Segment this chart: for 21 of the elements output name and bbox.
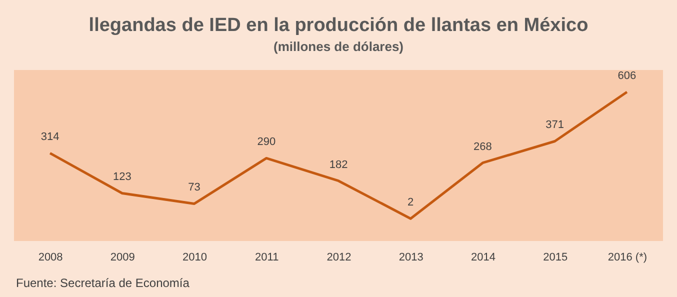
x-tick-label: 2014 — [470, 252, 496, 264]
data-label: 268 — [474, 140, 492, 153]
x-tick-label: 2011 — [255, 252, 279, 264]
chart-subtitle: (millones de dólares) — [273, 39, 404, 54]
x-tick-label: 2009 — [110, 252, 135, 264]
x-tick-label: 2016 (*) — [608, 252, 648, 264]
data-label: 606 — [618, 70, 636, 82]
x-tick-label: 2015 — [543, 252, 568, 264]
x-tick-label: 2013 — [398, 252, 424, 264]
data-label: 371 — [546, 119, 564, 132]
x-tick-label: 2012 — [326, 252, 352, 264]
data-label: 2 — [408, 196, 414, 209]
chart-title: llegandas de IED en la producción de llantas en México — [88, 15, 588, 36]
data-label: 182 — [329, 158, 348, 171]
data-label: 290 — [257, 136, 276, 148]
data-label: 73 — [188, 182, 200, 194]
x-tick-label: 2008 — [38, 252, 63, 264]
data-label: 314 — [40, 131, 60, 144]
source-note: Fuente: Secretaría de Economía — [16, 276, 190, 290]
data-label: 123 — [112, 171, 132, 184]
x-tick-label: 2010 — [182, 252, 208, 264]
